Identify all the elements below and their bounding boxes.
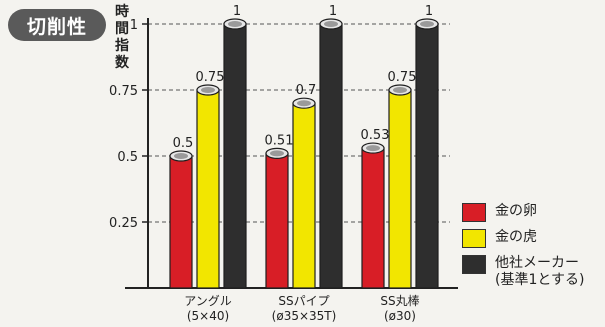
category-label: アングル: [184, 294, 232, 308]
section-badge: 切削性: [8, 9, 106, 41]
bar: [196, 89, 220, 289]
bar-value-label: 0.75: [388, 70, 417, 85]
bar-cap-inner: [393, 87, 407, 93]
legend-item-kin-no-tamago: 金の卵: [462, 203, 584, 222]
bar-value-label: 0.53: [361, 128, 390, 143]
category-sublabel: (ø35×35T): [272, 309, 337, 323]
category-sublabel: (ø30): [384, 309, 416, 323]
bar-cap-inner: [324, 21, 338, 27]
bar: [361, 147, 385, 289]
category-label: SS丸棒: [380, 294, 419, 308]
category-sublabel: (5×40): [187, 309, 229, 323]
bar-cap-inner: [201, 87, 215, 93]
bar: [388, 89, 412, 289]
bar-value-label: 1: [425, 4, 433, 19]
bar: [415, 23, 439, 289]
legend-label: 金の虎: [495, 229, 537, 245]
bar-cap-inner: [366, 145, 380, 152]
category-label: SSパイプ: [278, 294, 329, 308]
bar: [223, 23, 247, 289]
legend-label: 他社メーカー (基準1とする): [495, 255, 584, 289]
y-axis-label: 時間指数: [115, 4, 129, 71]
legend-item-other-maker: 他社メーカー (基準1とする): [462, 255, 584, 289]
legend-item-kin-no-tora: 金の虎: [462, 229, 584, 248]
y-tick-label: 0.75: [109, 84, 138, 99]
y-tick-label: 0.25: [109, 216, 138, 231]
bar: [265, 152, 289, 289]
legend-swatch-yellow: [462, 229, 486, 248]
bar: [292, 102, 316, 289]
legend-swatch-red: [462, 203, 486, 222]
bar-value-label: 0.5: [173, 136, 194, 151]
bar-value-label: 1: [329, 4, 337, 19]
legend-label-line1: 他社メーカー: [495, 255, 579, 271]
bar: [169, 155, 193, 289]
bar-cap-inner: [420, 21, 434, 27]
legend-swatch-black: [462, 255, 486, 274]
bar-cap-inner: [228, 21, 242, 27]
y-tick-label: 0.5: [117, 150, 138, 165]
y-tick-label: 1: [130, 18, 138, 33]
bar-cap-inner: [270, 150, 284, 157]
bar-value-label: 1: [233, 4, 241, 19]
legend: 金の卵 金の虎 他社メーカー (基準1とする): [462, 203, 584, 296]
bar-cap-inner: [174, 153, 188, 159]
legend-label-line2: (基準1とする): [495, 272, 585, 288]
legend-label: 金の卵: [495, 203, 537, 219]
bar: [319, 23, 343, 289]
bar-value-label: 0.7: [296, 83, 317, 98]
bar-value-label: 0.51: [265, 133, 294, 148]
bar-cap-inner: [297, 100, 311, 107]
bar-value-label: 0.75: [196, 70, 225, 85]
